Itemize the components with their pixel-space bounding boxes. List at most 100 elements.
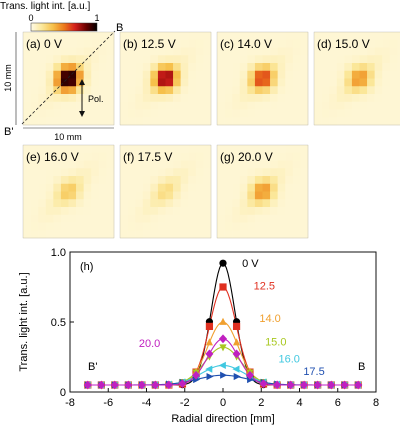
heatmap-cell (217, 191, 225, 200)
heatmap-cell (127, 183, 136, 192)
heatmap-cell (254, 109, 263, 118)
heatmap-cell (60, 152, 69, 161)
heatmap-cell (68, 86, 77, 95)
heatmap-cell (224, 32, 233, 41)
heatmap-cell (23, 176, 31, 185)
heatmap-cell (150, 117, 159, 126)
heatmap-cell (38, 55, 47, 64)
heatmap-cell (45, 94, 54, 103)
heatmap-cell (195, 183, 204, 192)
heatmap-cell (321, 47, 330, 56)
heatmap-cell (203, 78, 212, 87)
heatmap-cell (336, 78, 345, 87)
heatmap-cell (359, 86, 368, 95)
heatmap-cell (60, 32, 69, 41)
data-point (178, 379, 187, 389)
heatmap-cell (285, 101, 294, 110)
heatmap-cell (188, 39, 197, 48)
heatmap-cell (285, 78, 294, 87)
heatmap-cell (367, 55, 375, 64)
heatmap-cell (277, 191, 286, 200)
heatmap-cell (60, 168, 69, 177)
data-point (205, 322, 214, 331)
heatmap-cell (76, 101, 84, 110)
heatmap-cell (254, 183, 263, 192)
heatmap-cell (262, 63, 271, 72)
heatmap-cell (157, 168, 166, 177)
heatmap-cell (329, 101, 338, 110)
heatmap-cell (120, 55, 128, 64)
heatmap-cell (321, 63, 330, 72)
heatmap-cell (98, 109, 107, 118)
heatmap-cell (262, 55, 271, 64)
heatmap-cell (30, 94, 39, 103)
heatmap-cell (76, 183, 84, 192)
heatmap-cell (247, 207, 256, 216)
heatmap-cell (203, 230, 212, 239)
heatmap-cell (76, 63, 84, 72)
heatmap-cell (120, 168, 128, 177)
heatmap-cell (180, 199, 189, 208)
heatmap-cell (157, 176, 166, 185)
heatmap-cell (106, 101, 115, 110)
heatmap-cell (60, 78, 69, 87)
heatmap-cell (188, 55, 197, 64)
heatmap-cell (106, 86, 115, 95)
heatmap-cell (262, 160, 271, 169)
heatmap-cell (173, 63, 181, 72)
heatmap-cell (232, 86, 241, 95)
heatmap-cell (285, 160, 294, 169)
heatmap-cell (38, 145, 47, 154)
heatmap-cell (239, 191, 248, 200)
heatmap-cell (157, 47, 166, 56)
heatmap-cell (224, 199, 233, 208)
heatmap-cell (247, 199, 256, 208)
heatmap-cell (83, 32, 92, 41)
heatmap-cell (91, 70, 100, 79)
heatmap-cell (224, 207, 233, 216)
heatmap-cell (76, 55, 84, 64)
heatmap-cell (359, 117, 368, 126)
heatmap-cell (239, 207, 248, 216)
heatmap-cell (203, 176, 212, 185)
heatmap-cell (300, 168, 309, 177)
heatmap-cell (188, 207, 197, 216)
heatmap-cell (38, 168, 47, 177)
heatmap-cell (23, 70, 31, 79)
heatmap-cell (68, 101, 77, 110)
heatmap-cell (254, 63, 263, 72)
data-point (313, 380, 322, 390)
heatmap-cell (60, 117, 69, 126)
heatmap-cell (217, 214, 225, 223)
data-point (110, 380, 119, 390)
heatmap-cell (367, 39, 375, 48)
heatmap-cell (165, 168, 174, 177)
heatmap-cell (314, 32, 322, 41)
heatmap-cell (336, 94, 345, 103)
heatmap-cell (300, 55, 309, 64)
heatmap-cell (277, 39, 286, 48)
heatmap-cell (98, 117, 107, 126)
heatmap-cell (217, 94, 225, 103)
heatmap-cell (38, 199, 47, 208)
heatmap-cell (98, 183, 107, 192)
heatmap-cell (53, 78, 62, 87)
heatmap-cell (98, 207, 107, 216)
heatmap-cell (68, 168, 77, 177)
heatmap-cell (262, 86, 271, 95)
heatmap-cell (76, 70, 84, 79)
heatmap-cell (336, 55, 345, 64)
heatmap-cell (188, 70, 197, 79)
heatmap-cell (157, 199, 166, 208)
heatmap-cell (195, 214, 204, 223)
heatmap-cell (195, 55, 204, 64)
heatmap-cell (321, 55, 330, 64)
heatmap-cell (203, 63, 212, 72)
heatmap-cell (127, 230, 136, 239)
heatmap-cell (262, 32, 271, 41)
heatmap-cell (374, 47, 383, 56)
heatmap-cell (203, 222, 212, 231)
heatmap-cell (23, 63, 31, 72)
heatmap-cell (83, 214, 92, 223)
heatmap-cell (344, 70, 353, 79)
